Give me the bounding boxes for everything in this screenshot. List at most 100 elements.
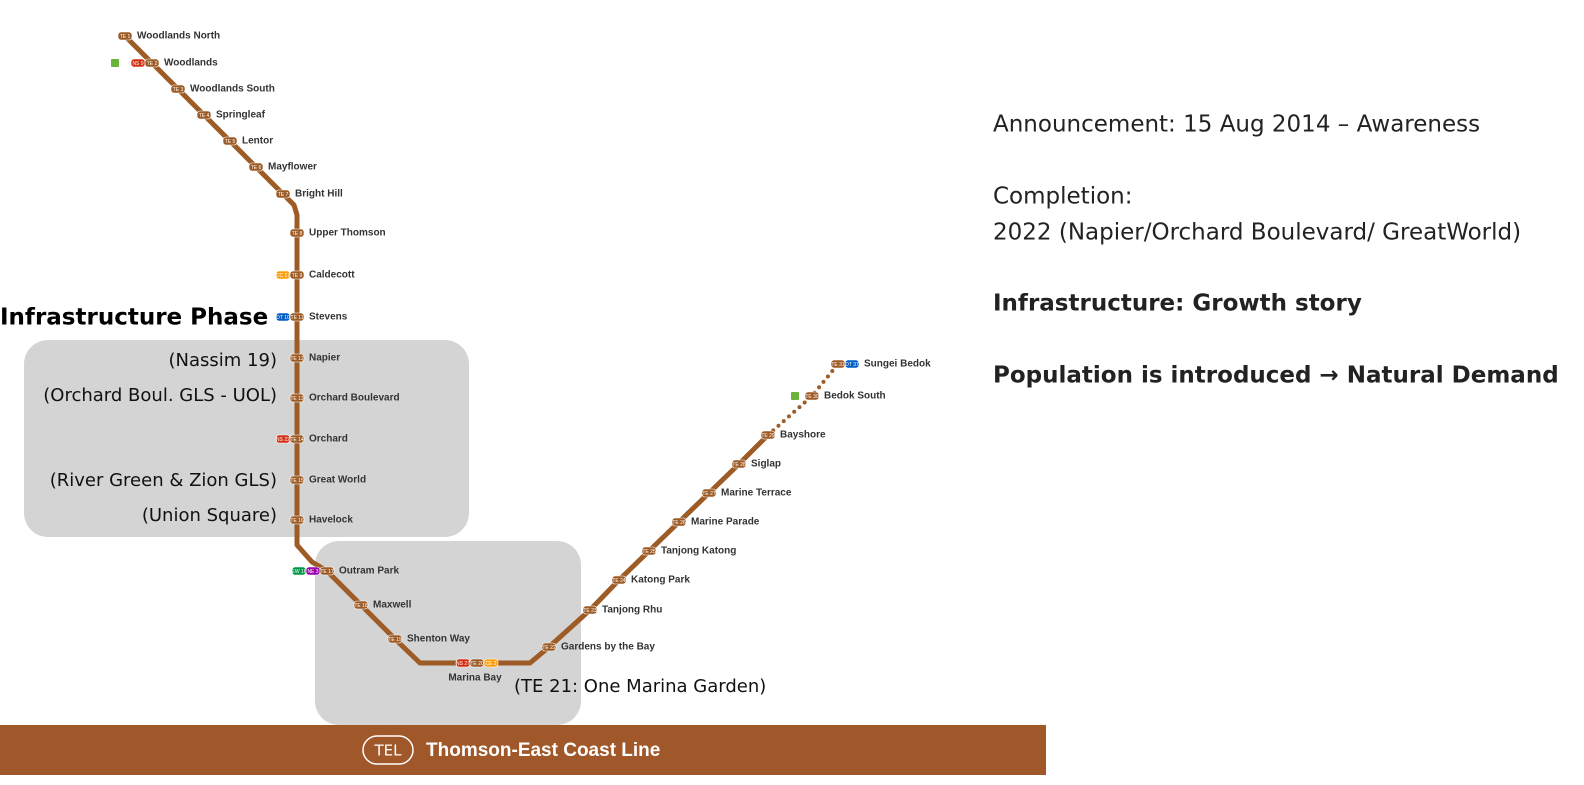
annotation: (Union Square) [142, 505, 277, 526]
station-code: TE 31 [831, 362, 845, 368]
station-code-badge [760, 430, 776, 440]
station-code: TE 16 [290, 518, 304, 524]
station-code-badge [222, 136, 238, 146]
station-code-badge [483, 658, 499, 668]
station-code-badge [611, 575, 627, 585]
station-code-badge [582, 605, 598, 615]
annotation: (Orchard Boul. GLS - UOL) [43, 385, 277, 406]
station-code-badge [289, 475, 305, 485]
station-code: TE 9 [292, 273, 303, 279]
station-name: Woodlands South [190, 84, 275, 95]
station-name: Orchard [309, 434, 348, 445]
note: 2022 (Napier/Orchard Boulevard/ GreatWor… [993, 220, 1521, 246]
station-name: Marina Bay [448, 673, 502, 684]
station-name: Upper Thomson [309, 228, 386, 239]
station-code-badge [289, 270, 305, 280]
station-code: NE 3 [307, 569, 318, 575]
station-code-badge [387, 634, 403, 644]
station-code-badge [731, 459, 747, 469]
station-name: Lentor [242, 136, 273, 147]
station-code-badge [353, 600, 369, 610]
line-badge-outline [362, 735, 414, 765]
station-code: TE 23 [583, 608, 597, 614]
station-name: Springleaf [216, 110, 266, 121]
station-name: Napier [309, 353, 340, 364]
station-name: Sungei Bedok [864, 359, 931, 370]
station-name: Maxwell [373, 600, 412, 611]
station-name: Tanjong Rhu [602, 605, 662, 616]
annotation: (River Green & Zion GLS) [50, 470, 277, 491]
station-code-badge [319, 566, 335, 576]
station-code-badge [289, 228, 305, 238]
station-code: DT 37 [845, 362, 859, 368]
line-map: TE 1 Woodlands North NS 9 TE 2 Woodlands TE 3… [117, 31, 931, 684]
station-code: DT 10 [276, 315, 290, 321]
station-code-badge [289, 434, 305, 444]
station-code: TE 18 [354, 603, 368, 609]
station-name: Orchard Boulevard [309, 393, 400, 404]
station-name: Stevens [309, 312, 348, 323]
station-code: TE 1 [120, 34, 131, 40]
station-code: TE 2 [147, 61, 158, 67]
station-name: Mayflower [268, 162, 317, 173]
line-track-future [766, 362, 840, 437]
station-code: TE 26 [672, 520, 686, 526]
station-code: TE 6 [251, 165, 262, 171]
footer-band [0, 725, 1046, 775]
station-code: EW 16 [291, 569, 306, 575]
annotation: (Nassim 19) [169, 350, 277, 371]
station-code-badge [541, 642, 557, 652]
station-code-badge [144, 58, 160, 68]
station-code: NS 22 [276, 437, 290, 443]
station-code: TE 20 [470, 661, 484, 667]
station-code: NS 27 [456, 661, 470, 667]
station-code: TE 11 [291, 315, 304, 321]
station-code: TE 30 [805, 394, 819, 400]
line-badge: TEL [374, 742, 403, 760]
station-code: TE 3 [173, 87, 184, 93]
station-name: Great World [309, 475, 366, 486]
station-code: NS 9 [132, 61, 143, 67]
station-name: Shenton Way [407, 634, 470, 645]
station-name: Caldecott [309, 270, 355, 281]
station-code-badge [196, 110, 212, 120]
station-name: Bright Hill [295, 189, 343, 200]
station-code-badge [248, 162, 264, 172]
station-code-badge [289, 393, 305, 403]
note: Announcement: 15 Aug 2014 – Awareness [993, 112, 1480, 138]
station-code-badge [641, 546, 657, 556]
station-name: Bayshore [780, 430, 826, 441]
station-name: Outram Park [339, 566, 399, 577]
station-code-badge [671, 517, 687, 527]
station-name: Marine Parade [691, 517, 760, 528]
station-code: TE 17 [320, 569, 334, 575]
station-name: Woodlands [164, 58, 218, 69]
station-code: TE 12 [290, 356, 304, 362]
station-code-badge [844, 359, 860, 369]
station-name: Siglap [751, 459, 781, 470]
station-code-badge [701, 488, 717, 498]
station-code: TE 5 [225, 139, 236, 145]
station-name: Bedok South [824, 391, 886, 402]
station-code: TE 13 [290, 396, 304, 402]
station-code: TE 14 [290, 437, 304, 443]
station-name: Katong Park [631, 575, 690, 586]
station-code: TE 29 [761, 433, 775, 439]
station-code: TE 22 [542, 645, 556, 651]
bus-icon [791, 392, 799, 400]
station-code-badge [275, 189, 291, 199]
station-code: TE 28 [732, 462, 746, 468]
station-code: TE 7 [278, 192, 289, 198]
highlight-box [24, 340, 469, 537]
station-code: TE 27 [702, 491, 716, 497]
station-code: TE 24 [612, 578, 626, 584]
station-code-badge [289, 353, 305, 363]
station-name: Tanjong Katong [661, 546, 736, 557]
note: Infrastructure: Growth story [993, 291, 1362, 317]
station-code-badge [289, 312, 305, 322]
station-code: TE 4 [199, 113, 210, 119]
station-code: TE 8 [292, 231, 303, 237]
station-code-badge [289, 515, 305, 525]
station-name: Marine Terrace [721, 488, 792, 499]
